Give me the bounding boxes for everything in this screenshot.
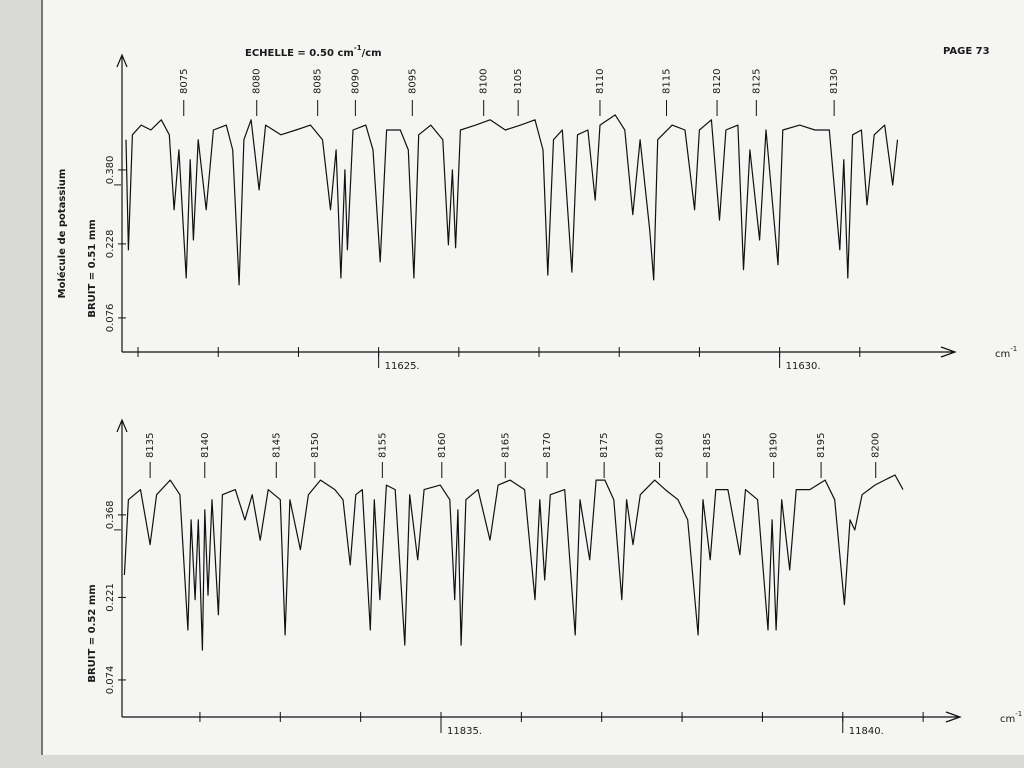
line-label: 8140 (200, 433, 211, 458)
y-tick-label: 0.074 (105, 666, 116, 695)
x-tick-label: 11840. (849, 726, 884, 737)
line-label: 8115 (662, 69, 673, 94)
y-title: Molécule de potassium (56, 169, 68, 299)
y-tick-label: 0.076 (105, 304, 116, 333)
line-label: 8125 (751, 69, 762, 94)
line-label: 8120 (712, 69, 723, 94)
x-tick-label: 11835. (447, 726, 482, 737)
line-label: 8170 (542, 433, 553, 458)
y-tick-label: 0.380 (105, 156, 116, 185)
x-tick-label: 11630. (786, 361, 821, 372)
line-label: 8160 (437, 433, 448, 458)
line-label: 8095 (407, 69, 418, 94)
paper (42, 0, 1024, 755)
line-label: 8090 (350, 69, 361, 94)
page-number: PAGE 73 (943, 46, 990, 57)
line-label: 8155 (377, 433, 388, 458)
x-axis (122, 711, 962, 723)
spectrum (125, 114, 899, 286)
y-symbol: I (113, 528, 124, 531)
line-label: 8180 (655, 433, 666, 458)
y-tick-label: 0.221 (105, 583, 116, 612)
line-label: 8150 (310, 433, 321, 458)
y-axis (116, 53, 128, 352)
line-label: 8085 (313, 69, 324, 94)
x-unit-exp: -1 (1010, 345, 1017, 353)
line-label: 8145 (271, 433, 282, 458)
y-label: BRUIT = 0.51 mm (87, 219, 98, 317)
x-unit-exp: -1 (1015, 710, 1022, 718)
spectrum (123, 474, 904, 651)
x-tick-label: 11625. (385, 361, 420, 372)
x-unit: cm-1 (1000, 710, 1022, 725)
line-label: 8195 (816, 433, 827, 458)
line-label: 8100 (479, 69, 490, 94)
line-label: 8175 (599, 433, 610, 458)
y-label: BRUIT = 0.52 mm (87, 584, 98, 682)
line-label: 8080 (252, 69, 263, 94)
y-tick-label: 0.368 (105, 501, 116, 530)
y-axis (116, 418, 128, 717)
line-label: 8200 (871, 433, 882, 458)
x-unit-text: cm (995, 349, 1010, 360)
line-label: 8190 (769, 433, 780, 458)
scale-note: ECHELLE = 0.50 cm-1/cm (245, 44, 382, 59)
line-label: 8185 (702, 433, 713, 458)
line-label: 8165 (500, 433, 511, 458)
line-label: 8075 (179, 69, 190, 94)
x-unit: cm-1 (995, 345, 1017, 360)
line-label: 8110 (595, 69, 606, 94)
x-axis (122, 346, 957, 358)
x-unit-text: cm (1000, 714, 1015, 725)
y-symbol: I (113, 183, 124, 186)
y-tick-label: 0.228 (105, 230, 116, 259)
line-label: 8135 (145, 433, 156, 458)
line-label: 8105 (513, 69, 524, 94)
line-label: 8130 (829, 69, 840, 94)
